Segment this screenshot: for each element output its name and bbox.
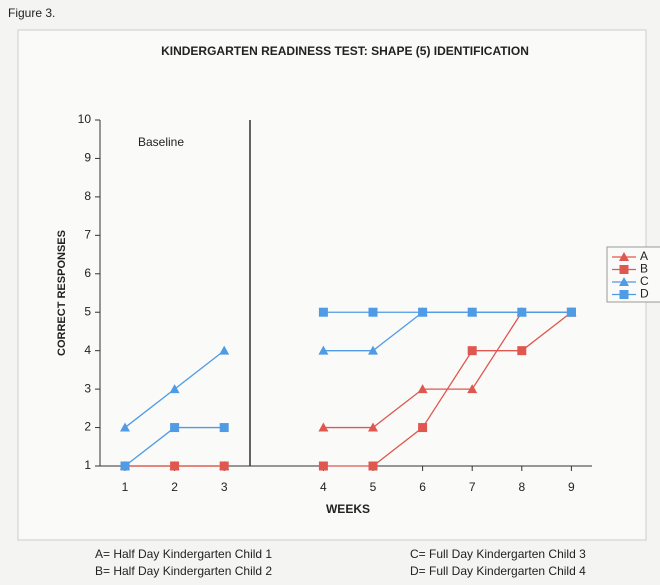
y-tick-label: 7 xyxy=(84,228,91,242)
y-axis-label: CORRECT RESPONSES xyxy=(56,230,68,356)
marker xyxy=(219,423,229,433)
y-tick-label: 5 xyxy=(84,304,91,318)
marker xyxy=(318,422,329,432)
marker xyxy=(219,461,229,471)
legend-marker xyxy=(619,265,629,274)
marker xyxy=(120,461,130,471)
legend-marker xyxy=(619,290,629,299)
legend-label: A xyxy=(640,249,648,263)
y-tick-label: 2 xyxy=(84,420,91,434)
marker xyxy=(368,461,378,471)
legend-label: D xyxy=(640,287,649,301)
marker xyxy=(467,384,478,394)
marker xyxy=(318,307,328,317)
legend-marker xyxy=(619,252,629,261)
marker xyxy=(169,384,180,394)
note: B= Half Day Kindergarten Child 2 xyxy=(95,564,272,578)
legend-marker xyxy=(619,277,629,286)
y-tick-label: 3 xyxy=(84,381,91,395)
x-tick-label: 3 xyxy=(221,480,228,494)
x-tick-label: 9 xyxy=(568,480,575,494)
marker xyxy=(517,307,527,317)
chart-frame xyxy=(17,29,647,541)
marker xyxy=(368,307,378,317)
marker xyxy=(170,423,180,433)
legend xyxy=(606,246,660,303)
marker xyxy=(418,423,428,433)
legend-label: B xyxy=(640,262,648,276)
marker xyxy=(219,345,230,355)
y-tick-label: 8 xyxy=(84,189,91,203)
note: D= Full Day Kindergarten Child 4 xyxy=(410,564,586,578)
note: C= Full Day Kindergarten Child 3 xyxy=(410,547,586,561)
marker xyxy=(517,346,527,356)
x-tick-label: 7 xyxy=(469,480,476,494)
note: A= Half Day Kindergarten Child 1 xyxy=(95,547,272,561)
marker xyxy=(120,422,130,432)
marker xyxy=(467,307,477,317)
y-tick-label: 6 xyxy=(84,266,91,280)
marker xyxy=(467,346,477,356)
x-axis-label: WEEKS xyxy=(326,502,370,516)
marker xyxy=(318,461,328,471)
x-tick-label: 4 xyxy=(320,480,327,494)
x-tick-label: 5 xyxy=(370,480,377,494)
marker xyxy=(566,307,576,317)
y-tick-label: 1 xyxy=(84,458,91,472)
marker xyxy=(170,461,180,471)
x-tick-label: 8 xyxy=(518,480,525,494)
marker xyxy=(368,422,378,432)
x-tick-label: 2 xyxy=(171,480,178,494)
marker xyxy=(418,307,428,317)
y-tick-label: 10 xyxy=(78,112,92,126)
chart-title: KINDERGARTEN READINESS TEST: SHAPE (5) I… xyxy=(161,44,529,58)
legend-label: C xyxy=(640,274,649,288)
x-tick-label: 6 xyxy=(419,480,426,494)
y-tick-label: 9 xyxy=(84,151,91,165)
marker xyxy=(318,345,329,355)
annotation: Baseline xyxy=(138,135,184,149)
marker xyxy=(417,384,428,394)
marker xyxy=(368,345,378,355)
y-tick-label: 4 xyxy=(84,343,91,357)
figure-label: Figure 3. xyxy=(8,6,55,20)
x-tick-label: 1 xyxy=(122,480,129,494)
